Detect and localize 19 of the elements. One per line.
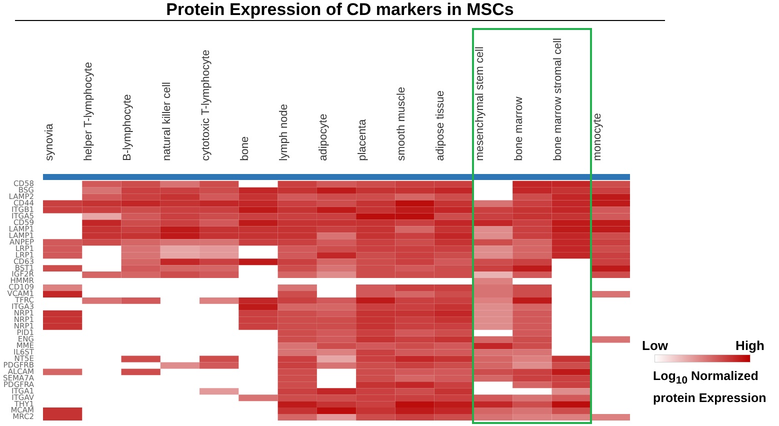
x-tick-label: adipose tissue [434, 90, 447, 161]
x-tick-label: natural killer cell [160, 82, 173, 161]
x-tick-label: lymph node [278, 104, 290, 161]
x-tick-label: monocyte [591, 113, 604, 161]
x-tick-label: bone [239, 136, 252, 161]
x-tick-label: bone marrow stromal cell [552, 38, 564, 161]
color-bar-title: Log$_{10}$ Normalized protein Expression [653, 368, 768, 406]
x-tick-label: helper T-lymphocyte [82, 62, 95, 161]
chart-title: Protein Expression of CD markers in MSCs [15, 0, 665, 21]
x-tick-label: smooth muscle [396, 86, 408, 161]
x-tick-label: mesenchymal stem cell [474, 46, 486, 161]
x-tick-label: cytotoxic T-lymphocyte [200, 50, 212, 161]
x-tick-label: B-lymphocyte [122, 94, 134, 161]
x-tick-label: adipocyte [317, 114, 330, 161]
x-tick-label: synovia [43, 122, 56, 161]
color-bar-label: High [736, 338, 764, 353]
x-tick-label: placenta [356, 118, 368, 161]
x-tick-label: bone marrow [513, 96, 525, 161]
color-bar-label: Low [642, 338, 668, 353]
